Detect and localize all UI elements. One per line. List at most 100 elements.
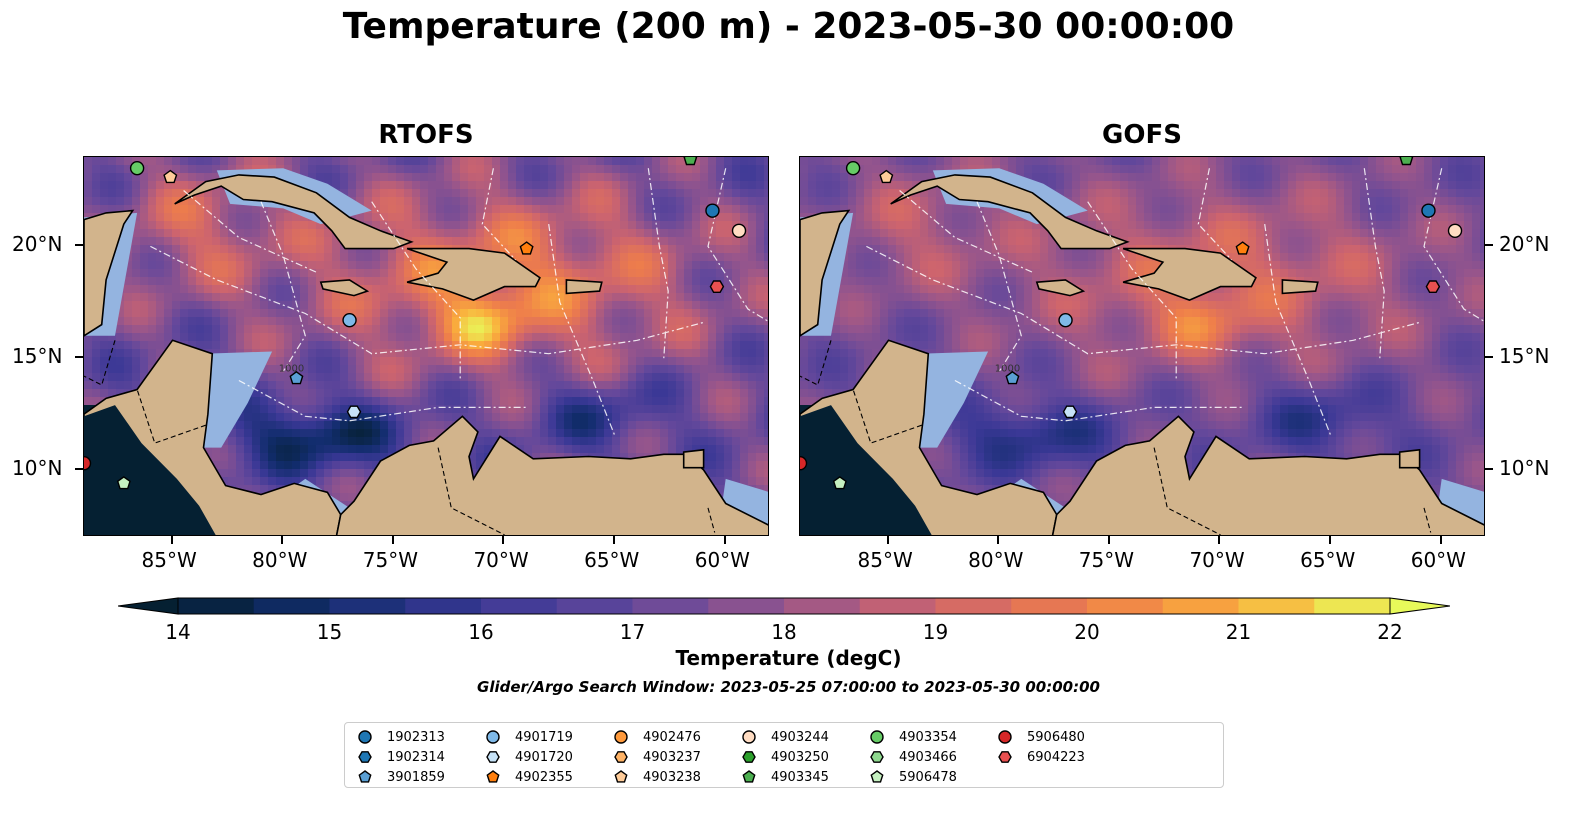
float-4903238-marker [163, 169, 178, 184]
colorbar-segment [784, 598, 861, 614]
float-5906478-marker [832, 476, 847, 490]
colorbar-segment [1011, 598, 1088, 614]
float-6904223-marker [709, 280, 725, 294]
float-5906478-marker [116, 476, 131, 490]
legend-marker-icon [614, 730, 628, 744]
float-4902355-marker [519, 241, 534, 255]
y-tick-mark [75, 356, 83, 359]
x-tick-label: 75°W [1078, 548, 1135, 572]
colorbar-tick-label: 18 [771, 620, 797, 644]
x-tick-label: 80°W [968, 548, 1024, 572]
y-tick-mark [1485, 244, 1493, 247]
legend-marker-icon [742, 770, 756, 783]
x-tick-mark [1107, 536, 1110, 544]
legend-label: 4901719 [515, 729, 573, 745]
legend-label: 4903250 [771, 749, 829, 765]
x-tick-mark [502, 536, 505, 544]
float-5906480-marker [84, 456, 92, 471]
colorbar-segment [481, 598, 558, 614]
panel-title-gofs: GOFS [1102, 120, 1182, 150]
float-legend: 1902313 1902314 3901859 4901719 4901720 49023… [344, 722, 1224, 788]
x-tick-mark [723, 536, 726, 544]
float-4903244-marker [731, 223, 747, 238]
colorbar-segment [935, 598, 1012, 614]
colorbar [118, 597, 1450, 615]
x-tick-mark [170, 536, 173, 544]
colorbar-segment [178, 598, 255, 614]
float-markers [84, 157, 747, 490]
x-tick-label: 75°W [362, 548, 419, 572]
contour-label: 1000 [995, 364, 1020, 375]
y-tick-mark [1485, 356, 1493, 359]
y-tick-label-left: 20°N [12, 232, 63, 257]
x-tick-label: 85°W [857, 548, 913, 572]
x-tick-label: 65°W [1300, 548, 1356, 572]
legend-marker-icon [998, 730, 1012, 744]
colorbar-segment [556, 598, 634, 614]
legend-item-4901720: 4901720 [485, 747, 573, 767]
x-tick-mark [391, 536, 394, 544]
colorbar-tick-label: 14 [165, 620, 191, 644]
float-6904223-marker [1425, 280, 1441, 294]
legend-marker-icon [870, 730, 884, 744]
legend-label: 1902313 [387, 729, 445, 745]
x-tick-label: 80°W [252, 548, 308, 572]
x-tick-label: 85°W [141, 548, 197, 572]
colorbar-tick-label: 22 [1377, 620, 1403, 644]
colorbar-segment [1162, 598, 1240, 614]
legend-label: 4902355 [515, 769, 573, 785]
colorbar-segment [632, 598, 709, 614]
legend-marker-icon [870, 751, 884, 763]
map-gofs: 1000 [799, 156, 1485, 536]
float-4901720-marker [346, 405, 362, 419]
colorbar-segment [708, 598, 785, 614]
float-4901719-marker [342, 312, 357, 328]
x-tick-label: 70°W [1189, 548, 1245, 572]
colorbar-segment [405, 598, 482, 614]
x-tick-mark [1218, 536, 1221, 544]
float-3901859-marker [1005, 370, 1020, 385]
y-tick-mark [75, 244, 83, 247]
legend-item-1902313: 1902313 [357, 727, 445, 747]
legend-marker-icon [486, 730, 500, 744]
colorbar-extend-high [1389, 597, 1450, 615]
x-tick-mark [281, 536, 284, 544]
float-4901720-marker [1062, 405, 1078, 419]
float-4903354-marker [129, 160, 145, 176]
float-4903354-marker [845, 160, 861, 176]
colorbar-tick-label: 20 [1074, 620, 1100, 644]
y-tick-mark [75, 467, 83, 470]
legend-label: 4901720 [515, 749, 573, 765]
legend-item-1902314: 1902314 [357, 747, 445, 767]
float-4903244-marker [1447, 223, 1463, 238]
float-3901859-marker [289, 370, 304, 385]
legend-label: 4903238 [643, 769, 701, 785]
contour-label: 1000 [279, 364, 304, 375]
colorbar-segment [1238, 598, 1315, 614]
legend-item-5906480: 5906480 [997, 727, 1085, 747]
legend-marker-icon [742, 730, 756, 744]
float-1902313-marker [705, 203, 720, 218]
colorbar-tick-label: 17 [619, 620, 646, 644]
legend-item-4903466: 4903466 [869, 747, 957, 767]
legend-label: 5906480 [1027, 729, 1085, 745]
y-tick-label-left: 15°N [12, 344, 63, 369]
legend-label: 4903466 [899, 749, 957, 765]
colorbar-tick-label: 21 [1225, 620, 1252, 644]
colorbar-title: Temperature (degC) [675, 646, 902, 670]
x-tick-label: 65°W [584, 548, 640, 572]
legend-item-4903244: 4903244 [741, 727, 829, 747]
float-markers [800, 157, 1463, 490]
colorbar-segment [859, 598, 937, 614]
legend-item-4903237: 4903237 [613, 747, 701, 767]
legend-marker-icon [614, 770, 628, 783]
legend-item-4903354: 4903354 [869, 727, 957, 747]
legend-label: 3901859 [387, 769, 445, 785]
x-tick-label: 70°W [473, 548, 529, 572]
legend-marker-icon [486, 770, 500, 783]
y-tick-label-right: 15°N [1499, 344, 1550, 369]
float-1902313-marker [1421, 203, 1436, 218]
legend-item-4903238: 4903238 [613, 767, 701, 787]
colorbar-segment [329, 598, 406, 614]
legend-marker-icon [870, 770, 884, 783]
